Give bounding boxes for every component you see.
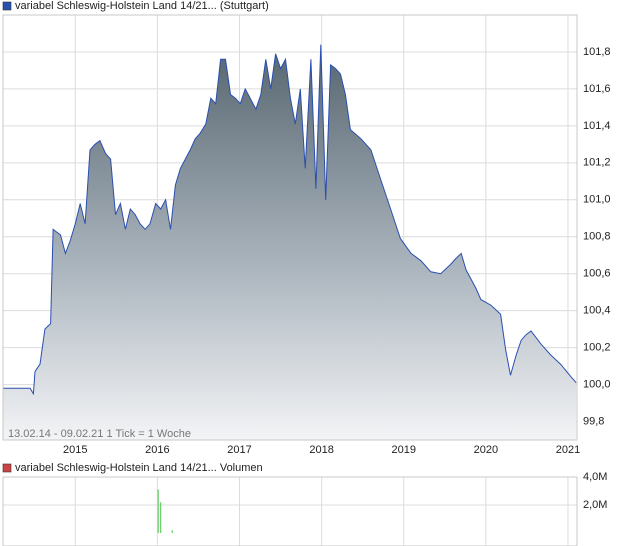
x-tick-label: 2021 <box>556 444 580 456</box>
area-fill <box>3 44 577 440</box>
plot-frame <box>2 476 578 546</box>
x-tick-label: 2017 <box>227 444 251 456</box>
x-tick-label: 2020 <box>474 444 498 456</box>
legend-swatch <box>2 1 12 11</box>
y-tick-label: 100,2 <box>583 342 611 354</box>
x-tick-label: 2016 <box>145 444 169 456</box>
plot-frame <box>2 14 578 441</box>
y-tick-label: 101,8 <box>583 46 611 58</box>
legend-label: variabel Schleswig-Holstein Land 14/21..… <box>15 0 269 12</box>
x-tick-label: 2019 <box>391 444 415 456</box>
legend-swatch <box>2 463 12 473</box>
y-tick-label: 100,6 <box>583 268 611 280</box>
x-tick-label: 2015 <box>63 444 87 456</box>
y-tick-label: 100,4 <box>583 305 611 317</box>
volume-bar <box>160 502 162 533</box>
y-tick-label: 4,0M <box>583 471 607 483</box>
volume-bar <box>157 489 159 533</box>
y-tick-label: 100,0 <box>583 378 611 390</box>
y-tick-label: 2,0M <box>583 499 607 511</box>
volume-bar <box>171 530 173 533</box>
y-tick-label: 101,2 <box>583 157 611 169</box>
y-tick-label: 101,0 <box>583 194 611 206</box>
y-tick-label: 101,4 <box>583 120 611 132</box>
y-tick-label: 101,6 <box>583 83 611 95</box>
price-line <box>3 44 577 396</box>
range-note: 13.02.14 - 09.02.21 1 Tick = 1 Woche <box>8 428 191 440</box>
legend-label: variabel Schleswig-Holstein Land 14/21..… <box>15 462 263 474</box>
y-tick-label: 100,8 <box>583 231 611 243</box>
y-tick-label: 99,8 <box>583 415 604 427</box>
x-tick-label: 2018 <box>309 444 333 456</box>
